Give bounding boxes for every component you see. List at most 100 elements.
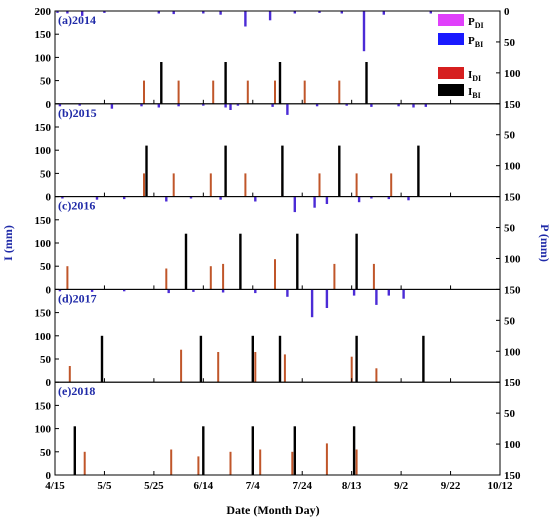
legend-swatch [438, 84, 464, 96]
irrigation-di-bar [375, 368, 378, 383]
precip-bar [56, 11, 59, 13]
x-tick-label: 5/5 [97, 480, 112, 492]
legend-label: IBI [468, 86, 481, 100]
right-tick-label: 150 [504, 192, 521, 204]
precip-bar [370, 103, 373, 107]
right-tick-label: 0 [504, 6, 510, 18]
irrigation-di-bar [222, 263, 225, 290]
legend-swatch [438, 14, 464, 26]
irrigation-bi-bar [224, 62, 227, 104]
irrigation-bi-bar [352, 426, 356, 475]
irrigation-di-bar [318, 173, 321, 197]
precip-bar [236, 103, 240, 106]
left-tick-label: 100 [35, 52, 52, 64]
left-tick-label: 150 [35, 122, 52, 134]
left-tick-label: 0 [46, 192, 52, 204]
irrigation-di-bar [66, 266, 69, 290]
irrigation-di-bar [390, 173, 393, 197]
panel-title: (c)2016 [58, 199, 95, 213]
irrigation-di-bar [372, 263, 375, 290]
irrigation-bi-bar [417, 145, 420, 197]
precip-bar [254, 196, 257, 202]
irrigation-bi-bar [422, 335, 425, 383]
x-axis: 4/15 5/5 5/25 6/14 7/4 7/24 8/13 9/2 9/22 10/12 [45, 480, 513, 492]
x-tick-label: 7/4 [246, 480, 261, 492]
precip-bar [140, 103, 143, 107]
irrigation-di-bar [172, 173, 175, 197]
irrigation-di-bar [143, 80, 145, 104]
right-tick-label: 150 [504, 377, 521, 389]
panel-2: 0 50 100 150 50 100 150 (b)2015 [35, 103, 521, 204]
precip-bar [370, 196, 373, 199]
right-tick-label: 150 [504, 470, 521, 482]
irrigation-bi-bar [365, 62, 368, 104]
precip-bar [412, 103, 415, 108]
right-tick-label: 150 [504, 284, 521, 296]
precip-bar [157, 11, 160, 14]
x-axis-label: Date (Month Day) [226, 503, 319, 517]
irrigation-bi-bar [355, 233, 358, 290]
right-tick-label: 100 [504, 346, 521, 358]
precip-bar [221, 289, 225, 293]
precip-bar [157, 103, 160, 108]
precip-bar [78, 103, 81, 106]
precip-bar [293, 11, 296, 14]
irrigation-bi-bar [239, 233, 242, 290]
irrigation-di-bar [217, 352, 220, 383]
y-axis-label-right: P (mm) [538, 224, 550, 262]
x-tick-label: 4/15 [45, 480, 65, 492]
irrigation-bi-bar [199, 335, 203, 383]
right-tick-label: 150 [504, 99, 521, 111]
x-tick-label: 8/13 [342, 480, 362, 492]
precip-bar [219, 196, 222, 200]
precip-bar [58, 289, 62, 292]
left-tick-label: 100 [35, 424, 52, 436]
x-tick-label: 9/22 [441, 480, 461, 492]
precip-bar [387, 196, 390, 200]
irrigation-di-bar [333, 263, 336, 290]
precip-bar [382, 11, 385, 15]
precip-bar [167, 289, 170, 294]
irrigation-bi-bar [160, 62, 163, 104]
precip-bar [90, 289, 94, 292]
x-tick-label: 6/14 [194, 480, 214, 492]
precip-bar [177, 103, 180, 107]
panel-3: 0 50 100 150 50 100 150 (c)2016 [35, 196, 521, 296]
precip-bar [313, 196, 316, 208]
precip-bar [352, 289, 356, 296]
precip-bar [402, 289, 405, 299]
precip-bar [325, 196, 329, 204]
left-tick-label: 0 [46, 99, 52, 111]
irrigation-bi-bar [296, 233, 299, 290]
irrigation-di-bar [143, 173, 145, 197]
chart-panels: 0 50 100 150 200 0 50 100 150 (a)2014 0 50 100 150 50 1… [35, 6, 522, 482]
y-axis-label-left: I (mm) [1, 225, 15, 261]
precip-bar [110, 103, 114, 109]
panel-title: (d)2017 [58, 291, 97, 305]
legend-swatch [438, 33, 464, 45]
precip-bar [357, 196, 361, 203]
x-tick-label: 5/25 [144, 480, 164, 492]
right-tick-label: 100 [504, 253, 521, 265]
left-tick-label: 0 [46, 377, 52, 389]
precip-bar [387, 289, 390, 296]
legend-item-p-bi: PBI [438, 33, 483, 49]
left-tick-label: 150 [35, 29, 52, 41]
x-tick-label: 9/2 [394, 480, 409, 492]
irrigation-bi-bar [145, 145, 148, 197]
precip-bar [315, 103, 319, 107]
precip-bar [310, 289, 314, 318]
left-tick-label: 200 [35, 6, 52, 18]
irrigation-di-bar [197, 456, 200, 475]
left-tick-label: 0 [46, 284, 52, 296]
precip-bar [362, 11, 366, 52]
left-tick-label: 150 [35, 215, 52, 227]
irrigation-di-bar [177, 80, 180, 104]
irrigation-di-bar [283, 354, 286, 383]
legend-swatch [438, 67, 464, 79]
legend: PDI PBI IDI IBI [438, 14, 484, 100]
irrigation-bi-bar [73, 426, 76, 475]
precip-bar [61, 196, 64, 199]
panel-title: (b)2015 [58, 106, 97, 120]
